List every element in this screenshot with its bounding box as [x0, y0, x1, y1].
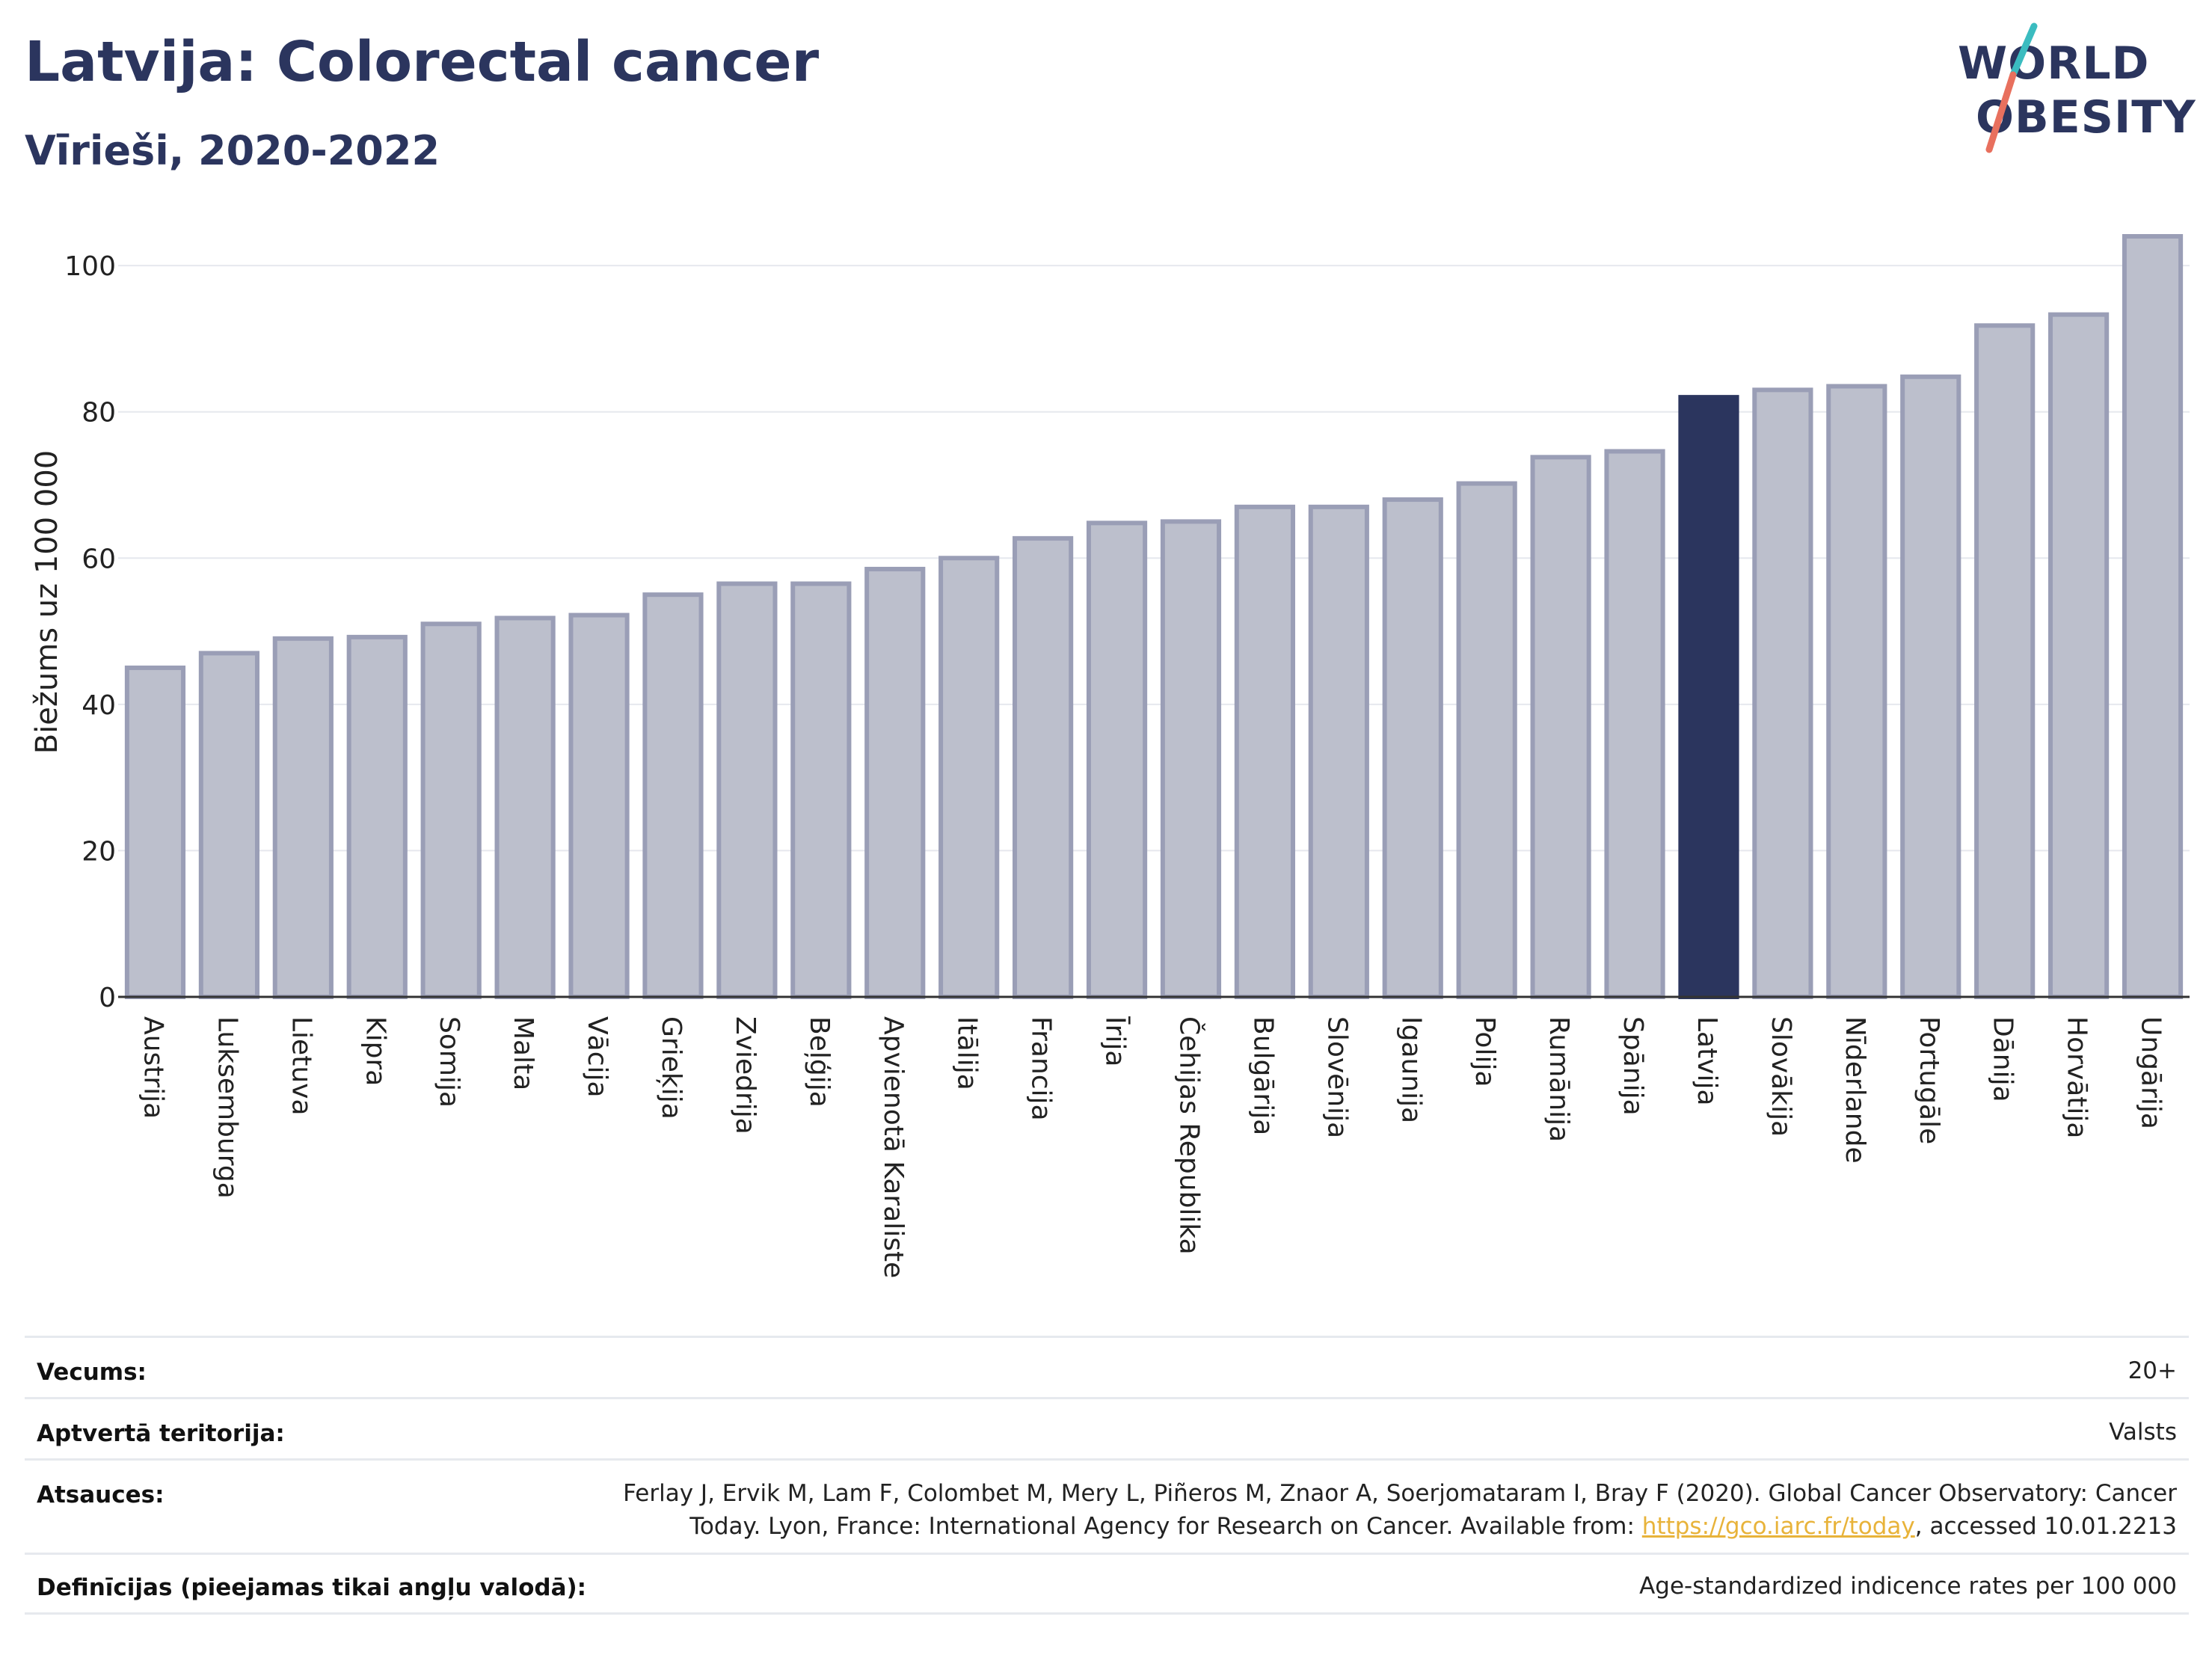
bar-Malta[interactable] [494, 615, 556, 999]
age-label: Vecums: [37, 1359, 147, 1386]
bar-Bulgārija[interactable] [1234, 504, 1295, 999]
x-tick-label: Dānija [1988, 1016, 2018, 1102]
bar-Apvienotā Karaliste[interactable] [864, 566, 926, 999]
bar-Itālija[interactable] [938, 556, 1000, 999]
references-line-2: Today. Lyon, France: International Agenc… [623, 1510, 2177, 1543]
x-tick-label: Polija [1469, 1016, 1500, 1087]
x-tick-label: Grieķija [656, 1016, 686, 1120]
x-tick-label: Slovēnija [1321, 1016, 1352, 1138]
x-tick-label: Kipra [360, 1016, 390, 1086]
bar-Dānija[interactable] [1974, 323, 2036, 999]
chart-title: Latvija: Colorectal cancer [25, 30, 820, 94]
logo-text-obesity: OBESITY [1976, 91, 2196, 144]
territory-value: Valsts [2109, 1419, 2177, 1446]
x-tick-label: Lietuva [286, 1016, 316, 1116]
bar-Luksemburga[interactable] [198, 651, 259, 999]
bar-Īrija[interactable] [1086, 521, 1148, 999]
world-obesity-logo[interactable]: WORLD OBESITY [1944, 22, 2199, 165]
meta-row-age: Vecums: 20+ [25, 1336, 2189, 1397]
logo-text-world: WORLD [1958, 37, 2150, 90]
x-tick-label: Spānija [1617, 1016, 1648, 1116]
bar-chart: 0 20 40 60 80 100 Austrija Luksemburga Lietuva K… [30, 234, 2190, 1278]
x-tick-label: Malta [508, 1016, 538, 1090]
references-accessed: , accessed 10.01.2213 [1914, 1513, 2177, 1540]
bars [124, 234, 2184, 1000]
bar-Kipra[interactable] [346, 634, 408, 1000]
meta-row-references: Atsauces: Ferlay J, Ervik M, Lam F, Colo… [25, 1458, 2189, 1553]
bar-Vācija[interactable] [568, 612, 630, 1000]
x-tick-label: Ungārija [2136, 1016, 2166, 1129]
meta-row-definitions: Definīcijas (pieejamas tikai angļu valod… [25, 1553, 2189, 1612]
bar-Grieķija[interactable] [642, 592, 704, 999]
definitions-label: Definīcijas (pieejamas tikai angļu valod… [37, 1574, 587, 1601]
y-tick-labels: 0 20 40 60 80 100 [64, 251, 116, 1013]
x-tick-label: Vācija [582, 1016, 612, 1098]
x-tick-label: Luksemburga [212, 1016, 242, 1199]
x-tick-label: Francija [1026, 1016, 1057, 1121]
age-value: 20+ [2127, 1357, 2177, 1384]
bar-Polija[interactable] [1456, 481, 1517, 999]
gco-link[interactable]: https://gco.iarc.fr/today [1641, 1513, 1915, 1540]
x-tick-label: Horvātija [2062, 1016, 2092, 1138]
x-tick-label: Slovākija [1766, 1016, 1796, 1137]
bar-Spānija[interactable] [1604, 449, 1665, 999]
territory-label: Aptvertā teritorija: [37, 1420, 285, 1447]
meta-row-territory: Aptvertā teritorija: Valsts [25, 1397, 2189, 1458]
bar-Portugāle[interactable] [1900, 374, 1961, 999]
bar-Beļģija[interactable] [790, 581, 852, 999]
bar-Igaunija[interactable] [1382, 497, 1443, 999]
bar-Nīderlande[interactable] [1826, 384, 1887, 999]
bar-Zviedrija[interactable] [716, 581, 778, 999]
x-tick-label: Portugāle [1914, 1016, 1944, 1144]
bar-Čehijas Republika[interactable] [1160, 519, 1222, 999]
x-tick-label: Somija [434, 1016, 464, 1108]
bar-Latvija[interactable] [1678, 395, 1739, 999]
x-tick-label: Beļģija [804, 1016, 835, 1108]
x-tick-label: Austrija [138, 1016, 168, 1119]
bar-Lietuva[interactable] [272, 636, 334, 999]
y-tick-label: 0 [99, 983, 116, 1013]
x-tick-label: Zviedrija [730, 1016, 761, 1134]
definitions-value: Age-standardized indicence rates per 100… [1639, 1573, 2177, 1600]
references-value: Ferlay J, Ervik M, Lam F, Colombet M, Me… [623, 1477, 2177, 1543]
x-tick-label: Čehijas Republika [1173, 1016, 1205, 1255]
x-tick-labels: Austrija Luksemburga Lietuva Kipra Somija Mal… [138, 1016, 2166, 1278]
bar-Slovēnija[interactable] [1308, 504, 1369, 999]
x-tick-label: Īrija [1100, 1016, 1131, 1066]
bar-Somija[interactable] [420, 621, 482, 1000]
bar-Francija[interactable] [1013, 535, 1074, 999]
references-line-2-text: Today. Lyon, France: International Agenc… [689, 1513, 1642, 1540]
references-line-1: Ferlay J, Ervik M, Lam F, Colombet M, Me… [623, 1480, 2177, 1507]
y-tick-label: 80 [82, 398, 116, 429]
x-tick-label: Igaunija [1395, 1016, 1426, 1123]
x-tick-label: Itālija [952, 1016, 983, 1090]
chart-subtitle: Vīrieši, 2020-2022 [25, 127, 440, 174]
y-tick-label: 40 [82, 690, 116, 721]
bar-Ungārija[interactable] [2122, 234, 2184, 999]
bar-Austrija[interactable] [124, 665, 186, 999]
x-tick-label: Nīderlande [1840, 1016, 1870, 1164]
x-tick-label: Bulgārija [1247, 1016, 1278, 1135]
x-tick-label: Latvija [1692, 1016, 1722, 1106]
table-bottom-rule [25, 1612, 2189, 1615]
bar-Horvātija[interactable] [2048, 312, 2110, 999]
bar-Slovākija[interactable] [1752, 387, 1813, 999]
references-label: Atsauces: [37, 1481, 165, 1508]
x-tick-label: Apvienotā Karaliste [878, 1016, 909, 1278]
y-tick-label: 60 [82, 544, 116, 574]
y-axis-label: Biežums uz 100 000 [30, 450, 64, 755]
logo-slash-icon [1985, 22, 2038, 153]
x-tick-label: Rumānija [1543, 1016, 1574, 1142]
y-tick-label: 100 [64, 251, 116, 282]
bar-Rumānija[interactable] [1530, 455, 1591, 999]
y-tick-label: 20 [82, 836, 116, 867]
